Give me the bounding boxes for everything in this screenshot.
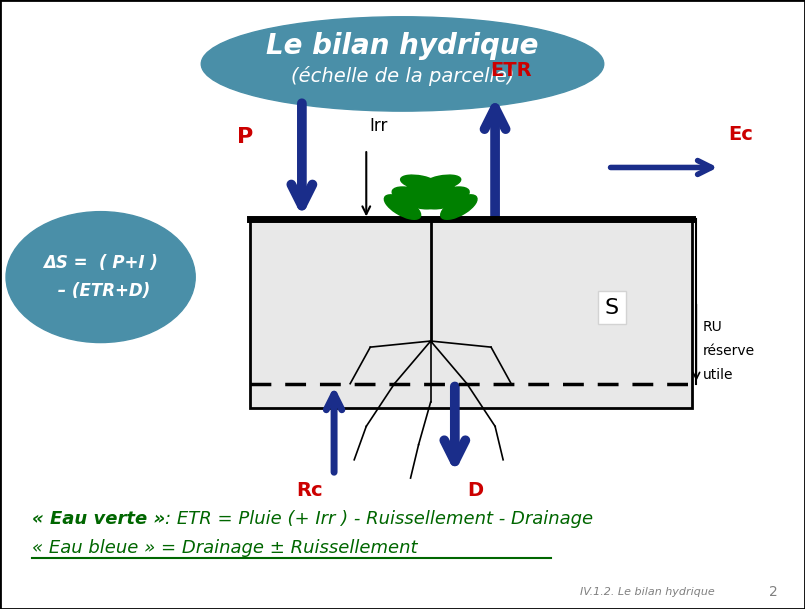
Text: Rc: Rc — [296, 481, 324, 501]
Text: S: S — [605, 298, 619, 317]
Ellipse shape — [6, 211, 196, 342]
Ellipse shape — [424, 187, 469, 209]
Text: (échelle de la parcelle): (échelle de la parcelle) — [291, 66, 514, 86]
Text: IV.1.2. Le bilan hydrique: IV.1.2. Le bilan hydrique — [580, 587, 714, 597]
Text: Ec: Ec — [729, 125, 753, 144]
Text: Irr: Irr — [369, 117, 387, 135]
Ellipse shape — [422, 175, 460, 190]
Text: D: D — [467, 481, 483, 501]
Text: 2: 2 — [769, 585, 778, 599]
Ellipse shape — [407, 180, 455, 197]
Text: réserve: réserve — [703, 344, 755, 358]
Ellipse shape — [384, 195, 421, 219]
Ellipse shape — [401, 175, 440, 190]
Text: : ETR = Pluie (+ Irr ) - Ruissellement - Drainage: : ETR = Pluie (+ Irr ) - Ruissellement -… — [165, 510, 593, 528]
Text: RU: RU — [703, 320, 723, 334]
Text: P: P — [237, 127, 254, 147]
Ellipse shape — [392, 187, 437, 209]
Text: – (ETR+D): – (ETR+D) — [52, 282, 150, 300]
Ellipse shape — [201, 16, 604, 111]
Bar — [250, 219, 692, 408]
Text: Le bilan hydrique: Le bilan hydrique — [266, 32, 539, 60]
Text: ΔS =  ( P+I ): ΔS = ( P+I ) — [43, 254, 158, 272]
Text: « Eau verte »: « Eau verte » — [32, 510, 166, 528]
Text: utile: utile — [703, 368, 733, 382]
Ellipse shape — [440, 195, 477, 219]
Text: ETR: ETR — [490, 61, 532, 80]
Text: « Eau bleue » = Drainage ± Ruissellement: « Eau bleue » = Drainage ± Ruissellement — [32, 539, 418, 557]
